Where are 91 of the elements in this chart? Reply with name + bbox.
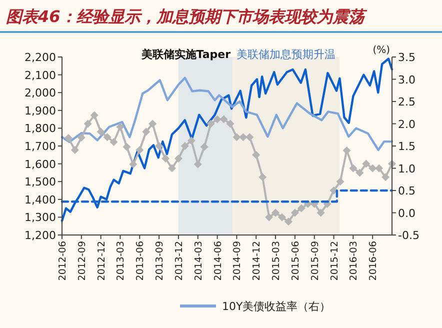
point bbox=[142, 128, 150, 136]
point bbox=[362, 160, 370, 168]
legend: 10Y美债收益率（右） bbox=[180, 300, 331, 313]
point bbox=[336, 178, 344, 186]
y-tick-label: 1,300 bbox=[24, 211, 56, 224]
y-tick-label: 1,600 bbox=[24, 158, 56, 171]
point bbox=[375, 164, 384, 172]
point bbox=[206, 120, 215, 128]
x-tick-label: 2015-03 bbox=[271, 241, 282, 281]
y2-axis-title: (%) bbox=[372, 45, 390, 56]
x-tick-label: 2016-06 bbox=[368, 241, 380, 281]
line-series bbox=[60, 76, 394, 152]
y-tick-label: 1,700 bbox=[24, 140, 56, 153]
point bbox=[290, 208, 299, 217]
x-tick-label: 2014-03 bbox=[193, 241, 204, 281]
point bbox=[90, 111, 98, 120]
point bbox=[103, 133, 112, 142]
band-label: 美联储实施Taper bbox=[140, 48, 232, 61]
legend-label: 10Y美债收益率（右） bbox=[222, 300, 331, 313]
point bbox=[180, 142, 189, 150]
y2-tick-label: 2.5 bbox=[398, 96, 416, 108]
y2-tick-label: 0.0 bbox=[398, 206, 416, 220]
point bbox=[356, 168, 364, 177]
point bbox=[174, 154, 182, 162]
y2-tick-label: 0.5 bbox=[398, 184, 416, 198]
point bbox=[342, 146, 351, 154]
point bbox=[187, 136, 196, 145]
point bbox=[284, 218, 292, 226]
y2-tick-label: 1.5 bbox=[398, 140, 416, 153]
y2-tick-label: 2.0 bbox=[398, 118, 416, 131]
y-tick-label: 1,900 bbox=[24, 104, 56, 118]
x-tick-label: 2013-09 bbox=[154, 241, 166, 281]
y-tick-label: 1,200 bbox=[24, 229, 56, 242]
point bbox=[110, 138, 118, 146]
x-tick-label: 2015-06 bbox=[290, 241, 302, 281]
y2-tick-label: -0.5 bbox=[398, 229, 420, 242]
x-tick-label: 2014-09 bbox=[232, 241, 244, 281]
point bbox=[330, 186, 338, 194]
point bbox=[148, 120, 157, 128]
point bbox=[382, 173, 390, 182]
x-tick-label: 2012-09 bbox=[76, 241, 88, 281]
point bbox=[168, 164, 176, 172]
point bbox=[220, 115, 228, 124]
point bbox=[116, 122, 124, 131]
x-tick-label: 2016-03 bbox=[348, 241, 360, 281]
y2-tick-label: 3.0 bbox=[398, 73, 416, 86]
point bbox=[64, 134, 72, 142]
point bbox=[129, 160, 138, 168]
point bbox=[349, 164, 358, 172]
point bbox=[278, 213, 286, 222]
point bbox=[239, 133, 248, 142]
point bbox=[96, 128, 105, 136]
point bbox=[70, 146, 79, 154]
point bbox=[162, 154, 170, 162]
point bbox=[213, 115, 222, 124]
point bbox=[122, 142, 131, 151]
point bbox=[77, 134, 86, 142]
point bbox=[194, 160, 202, 168]
band-label: 美联储加息预期升温 bbox=[236, 48, 336, 61]
point bbox=[265, 213, 274, 222]
point bbox=[272, 208, 280, 217]
y-tick-label: 1,500 bbox=[24, 176, 56, 189]
y2-tick-label: 1.0 bbox=[398, 162, 416, 176]
y2-tick-label: 3.5 bbox=[398, 51, 416, 64]
point bbox=[84, 120, 92, 128]
x-tick-label: 2013-03 bbox=[116, 241, 127, 281]
x-tick-label: 2014-06 bbox=[212, 241, 224, 281]
y-tick-label: 2,000 bbox=[24, 86, 56, 100]
x-tick-label: 2015-09 bbox=[310, 241, 321, 281]
y-tick-label: 1,800 bbox=[24, 122, 56, 136]
point bbox=[252, 150, 260, 159]
chart-title: 图表46：经验显示，加息预期下市场表现较为震荡 bbox=[6, 7, 368, 26]
point bbox=[136, 146, 144, 154]
point bbox=[258, 173, 267, 182]
point bbox=[155, 142, 164, 150]
y-tick-label: 1,400 bbox=[24, 193, 56, 206]
x-tick-label: 2013-06 bbox=[135, 241, 146, 281]
point bbox=[297, 204, 306, 212]
y-tick-label: 2,200 bbox=[24, 51, 56, 64]
point bbox=[232, 133, 241, 142]
x-tick-label: 2013-12 bbox=[174, 241, 185, 281]
x-tick-label: 2012-06 bbox=[58, 241, 68, 281]
point bbox=[200, 142, 208, 151]
point bbox=[246, 133, 254, 142]
point bbox=[368, 164, 377, 172]
x-tick-label: 2014-12 bbox=[252, 241, 263, 281]
x-tick-label: 2012-12 bbox=[96, 241, 108, 281]
x-tick-label: 2015-12 bbox=[329, 241, 340, 281]
point bbox=[316, 208, 325, 217]
point bbox=[226, 120, 234, 128]
y-tick-label: 2,100 bbox=[24, 68, 56, 82]
